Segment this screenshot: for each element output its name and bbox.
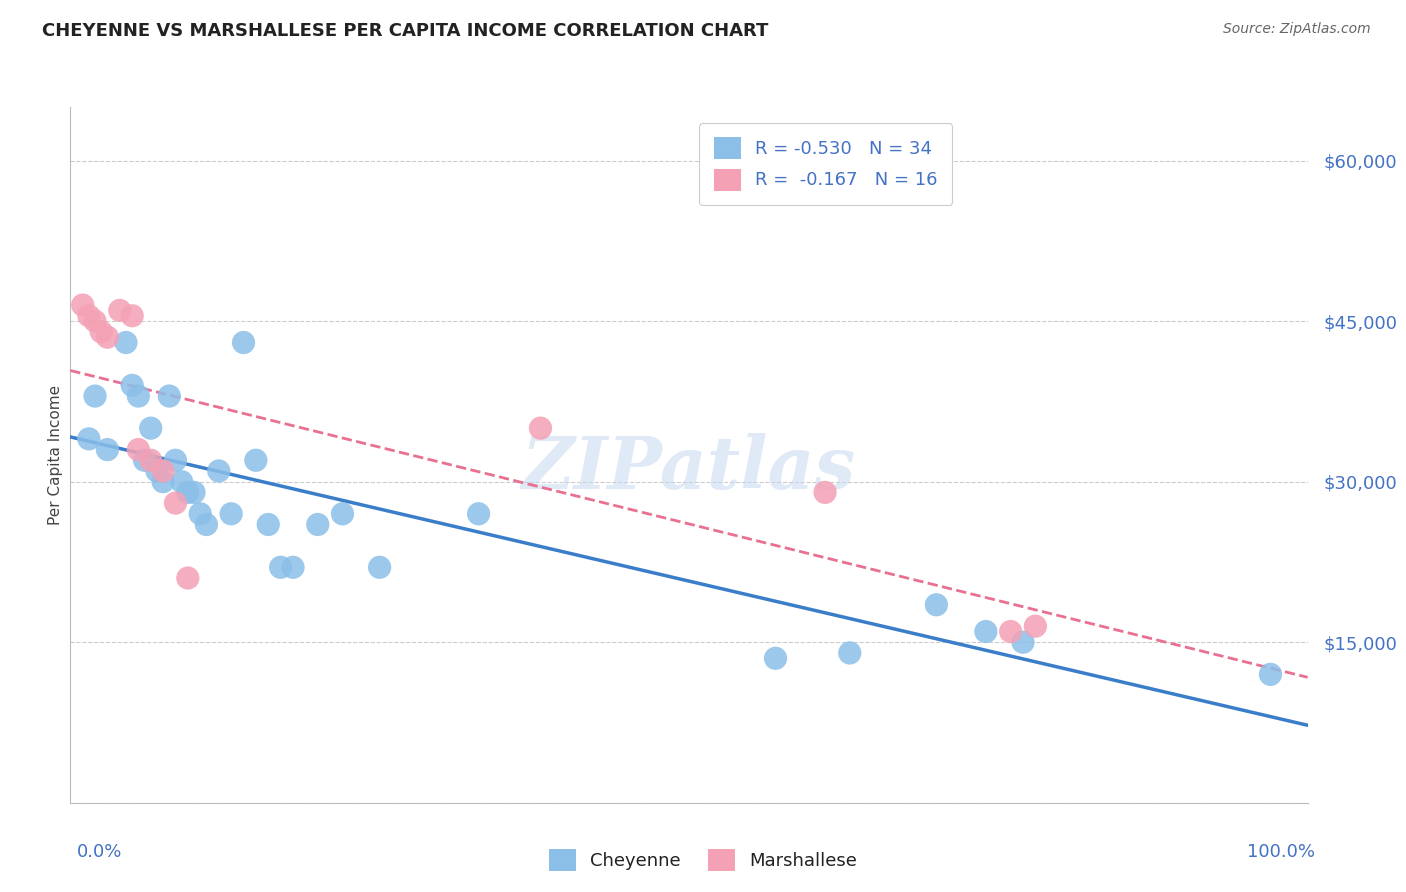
Point xyxy=(281,560,304,574)
Point xyxy=(195,517,218,532)
Point xyxy=(332,507,354,521)
Y-axis label: Per Capita Income: Per Capita Income xyxy=(48,384,63,525)
Point xyxy=(121,378,143,392)
Point xyxy=(170,475,193,489)
Point xyxy=(188,507,211,521)
Point xyxy=(84,389,107,403)
Point xyxy=(115,335,138,350)
Point xyxy=(146,464,169,478)
Point xyxy=(974,624,997,639)
Point xyxy=(232,335,254,350)
Point xyxy=(270,560,292,574)
Point xyxy=(127,442,149,457)
Legend: Cheyenne, Marshallese: Cheyenne, Marshallese xyxy=(541,842,865,879)
Point xyxy=(208,464,231,478)
Point xyxy=(183,485,205,500)
Point xyxy=(108,303,131,318)
Point xyxy=(219,507,242,521)
Point xyxy=(177,571,200,585)
Point xyxy=(1260,667,1282,681)
Point xyxy=(765,651,787,665)
Text: Source: ZipAtlas.com: Source: ZipAtlas.com xyxy=(1223,22,1371,37)
Point xyxy=(157,389,180,403)
Text: 0.0%: 0.0% xyxy=(77,843,122,861)
Point xyxy=(121,309,143,323)
Point xyxy=(177,485,200,500)
Point xyxy=(96,330,118,344)
Point xyxy=(152,475,174,489)
Point xyxy=(467,507,489,521)
Point xyxy=(134,453,156,467)
Text: ZIPatlas: ZIPatlas xyxy=(522,434,856,504)
Text: CHEYENNE VS MARSHALLESE PER CAPITA INCOME CORRELATION CHART: CHEYENNE VS MARSHALLESE PER CAPITA INCOM… xyxy=(42,22,769,40)
Point xyxy=(77,432,100,446)
Point xyxy=(139,453,162,467)
Point xyxy=(84,314,107,328)
Point xyxy=(165,496,187,510)
Point xyxy=(72,298,94,312)
Point xyxy=(96,442,118,457)
Text: 100.0%: 100.0% xyxy=(1247,843,1315,861)
Point xyxy=(127,389,149,403)
Point xyxy=(139,421,162,435)
Point xyxy=(90,325,112,339)
Point xyxy=(77,309,100,323)
Point xyxy=(1000,624,1022,639)
Point xyxy=(1012,635,1035,649)
Point xyxy=(814,485,837,500)
Point xyxy=(838,646,860,660)
Point xyxy=(245,453,267,467)
Point xyxy=(307,517,329,532)
Point xyxy=(152,464,174,478)
Point xyxy=(368,560,391,574)
Point xyxy=(257,517,280,532)
Legend: R = -0.530   N = 34, R =  -0.167   N = 16: R = -0.530 N = 34, R = -0.167 N = 16 xyxy=(699,123,952,205)
Point xyxy=(1024,619,1046,633)
Point xyxy=(529,421,551,435)
Point xyxy=(925,598,948,612)
Point xyxy=(165,453,187,467)
